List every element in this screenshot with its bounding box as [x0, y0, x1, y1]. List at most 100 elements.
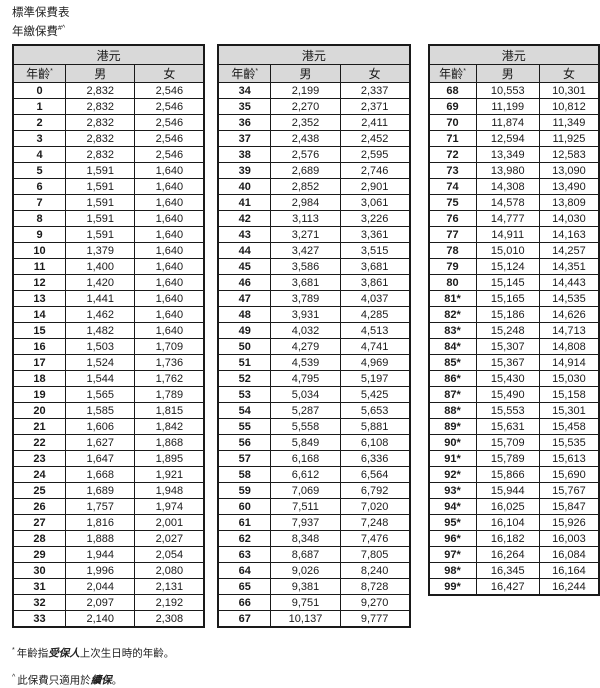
- age-cell: 34: [217, 82, 272, 100]
- male-column-header: 男: [65, 64, 136, 84]
- female-premium-cell: 5,425: [339, 386, 411, 404]
- table-row: 18 1,544 1,762: [12, 370, 205, 388]
- male-premium-cell: 3,113: [270, 210, 341, 228]
- age-cell: 32: [12, 594, 67, 612]
- table-row: 53 5,034 5,425: [217, 386, 411, 404]
- male-premium-cell: 15,553: [475, 402, 540, 420]
- table-row: 61 7,937 7,248: [217, 514, 411, 532]
- age-cell: 20: [12, 402, 67, 420]
- age-cell: 46: [217, 274, 272, 292]
- premium-tables-row: 港元 年齡* 男 女 0 2,832 2,546 1 2,832 2,546 2 2,832 2…: [12, 43, 600, 628]
- female-premium-cell: 2,546: [134, 82, 205, 100]
- female-premium-cell: 4,741: [339, 338, 411, 356]
- male-premium-cell: 4,795: [270, 370, 341, 388]
- male-premium-cell: 13,980: [475, 162, 540, 180]
- age-cell: 7: [12, 194, 67, 212]
- male-premium-cell: 1,888: [65, 530, 136, 548]
- female-premium-cell: 16,244: [538, 578, 600, 596]
- age-cell: 29: [12, 546, 67, 564]
- age-cell: 43: [217, 226, 272, 244]
- age-cell: 9: [12, 226, 67, 244]
- female-premium-cell: 14,443: [538, 274, 600, 292]
- male-premium-cell: 6,612: [270, 466, 341, 484]
- currency-header: 港元: [12, 44, 205, 66]
- age-cell: 70: [428, 114, 477, 132]
- female-premium-cell: 1,815: [134, 402, 205, 420]
- male-premium-cell: 1,591: [65, 226, 136, 244]
- female-premium-cell: 15,458: [538, 418, 600, 436]
- table-row: 19 1,565 1,789: [12, 386, 205, 404]
- age-cell: 88*: [428, 402, 477, 420]
- female-premium-cell: 15,030: [538, 370, 600, 388]
- male-premium-cell: 15,367: [475, 354, 540, 372]
- age-cell: 33: [12, 610, 67, 628]
- female-premium-cell: 7,020: [339, 498, 411, 516]
- male-premium-cell: 15,944: [475, 482, 540, 500]
- age-column-header: 年齡*: [217, 64, 272, 84]
- age-cell: 42: [217, 210, 272, 228]
- female-premium-cell: 10,812: [538, 98, 600, 116]
- male-premium-cell: 2,832: [65, 82, 136, 100]
- table-row: 77 14,911 14,163: [428, 226, 600, 244]
- table-row: 33 2,140 2,308: [12, 610, 205, 628]
- male-premium-cell: 5,558: [270, 418, 341, 436]
- female-premium-cell: 2,411: [339, 114, 411, 132]
- age-cell: 39: [217, 162, 272, 180]
- age-cell: 75: [428, 194, 477, 212]
- male-premium-cell: 2,097: [65, 594, 136, 612]
- table-row: 64 9,026 8,240: [217, 562, 411, 580]
- female-premium-cell: 3,681: [339, 258, 411, 276]
- table-row: 37 2,438 2,452: [217, 130, 411, 148]
- male-premium-cell: 1,627: [65, 434, 136, 452]
- male-premium-cell: 2,852: [270, 178, 341, 196]
- female-premium-cell: 1,948: [134, 482, 205, 500]
- table-row: 1 2,832 2,546: [12, 98, 205, 116]
- female-premium-cell: 8,240: [339, 562, 411, 580]
- male-premium-cell: 1,379: [65, 242, 136, 260]
- female-premium-cell: 7,805: [339, 546, 411, 564]
- male-premium-cell: 2,689: [270, 162, 341, 180]
- currency-header-row: 港元: [12, 44, 205, 66]
- table-row: 65 9,381 8,728: [217, 578, 411, 596]
- age-cell: 12: [12, 274, 67, 292]
- table-row: 25 1,689 1,948: [12, 482, 205, 500]
- age-cell: 35: [217, 98, 272, 116]
- table-row: 84* 15,307 14,808: [428, 338, 600, 356]
- male-premium-cell: 1,591: [65, 162, 136, 180]
- female-column-header: 女: [339, 64, 411, 84]
- age-cell: 54: [217, 402, 272, 420]
- table-row: 23 1,647 1,895: [12, 450, 205, 468]
- title-block: 標準保費表 年繳保費#^: [12, 5, 600, 40]
- age-cell: 77: [428, 226, 477, 244]
- female-premium-cell: 1,709: [134, 338, 205, 356]
- table-row: 24 1,668 1,921: [12, 466, 205, 484]
- female-premium-cell: 14,030: [538, 210, 600, 228]
- age-cell: 40: [217, 178, 272, 196]
- female-premium-cell: 16,003: [538, 530, 600, 548]
- male-premium-cell: 2,984: [270, 194, 341, 212]
- male-premium-cell: 1,441: [65, 290, 136, 308]
- female-premium-cell: 1,640: [134, 194, 205, 212]
- female-premium-cell: 15,613: [538, 450, 600, 468]
- age-cell: 19: [12, 386, 67, 404]
- male-premium-cell: 2,199: [270, 82, 341, 100]
- male-premium-cell: 3,427: [270, 242, 341, 260]
- female-premium-cell: 15,926: [538, 514, 600, 532]
- table-row: 70 11,874 11,349: [428, 114, 600, 132]
- female-column-header: 女: [134, 64, 205, 84]
- female-premium-cell: 15,158: [538, 386, 600, 404]
- table-row: 7 1,591 1,640: [12, 194, 205, 212]
- age-cell: 68: [428, 82, 477, 100]
- table-row: 15 1,482 1,640: [12, 322, 205, 340]
- male-premium-cell: 9,381: [270, 578, 341, 596]
- male-premium-cell: 2,832: [65, 98, 136, 116]
- age-cell: 36: [217, 114, 272, 132]
- table-row: 75 14,578 13,809: [428, 194, 600, 212]
- table-row: 68 10,553 10,301: [428, 82, 600, 100]
- table-row: 88* 15,553 15,301: [428, 402, 600, 420]
- age-cell: 94*: [428, 498, 477, 516]
- female-premium-cell: 4,513: [339, 322, 411, 340]
- age-cell: 24: [12, 466, 67, 484]
- table-row: 49 4,032 4,513: [217, 322, 411, 340]
